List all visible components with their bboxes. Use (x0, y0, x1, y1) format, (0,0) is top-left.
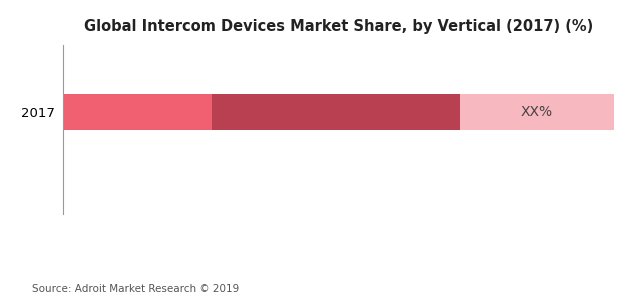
Bar (212, 94, 460, 130)
Bar (460, 94, 614, 130)
Text: Source: Adroit Market Research © 2019: Source: Adroit Market Research © 2019 (32, 284, 239, 294)
Title: Global Intercom Devices Market Share, by Vertical (2017) (%): Global Intercom Devices Market Share, by… (84, 19, 593, 34)
Text: XX%: XX% (521, 105, 553, 119)
Bar (63, 94, 212, 130)
